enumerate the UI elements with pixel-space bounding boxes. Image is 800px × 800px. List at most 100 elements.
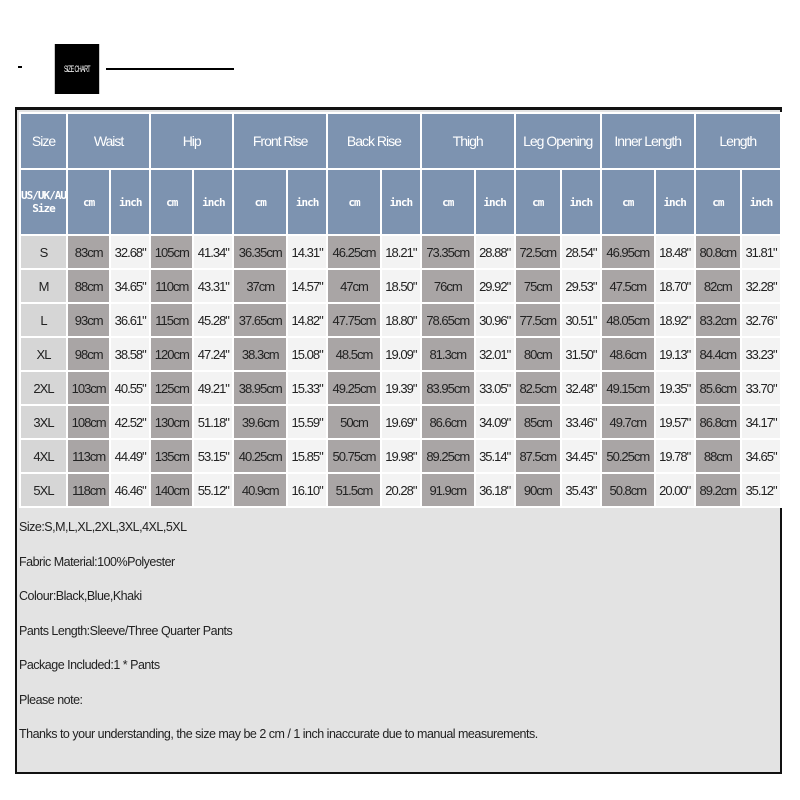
table-row: M 88cm 34.65" 110cm 43.31" 37cm 14.57" 47cm 18.5… bbox=[19, 268, 782, 304]
unit-cm-header: cm bbox=[419, 168, 476, 236]
cm-cell: 48.5cm bbox=[326, 336, 382, 372]
cm-cell: 80cm bbox=[513, 336, 563, 372]
cm-cell: 47cm bbox=[326, 268, 382, 304]
inch-cell: 31.50" bbox=[560, 336, 602, 372]
cm-cell: 39.6cm bbox=[232, 404, 289, 440]
inch-cell: 29.92" bbox=[473, 268, 516, 304]
size-chart-banner: SIZE CHART bbox=[18, 38, 238, 94]
column-header: Waist bbox=[65, 112, 152, 170]
inch-cell: 15.85" bbox=[286, 438, 329, 474]
cm-cell: 50.75cm bbox=[326, 438, 382, 474]
column-header: Thigh bbox=[419, 112, 516, 170]
unit-cm-header: cm bbox=[693, 168, 743, 236]
table-row: L 93cm 36.61" 115cm 45.28" 37.65cm 14.82" 47.75… bbox=[19, 302, 782, 338]
cm-cell: 73.35cm bbox=[419, 234, 476, 270]
cm-cell: 105cm bbox=[149, 234, 195, 270]
inch-cell: 34.65" bbox=[740, 438, 782, 474]
unit-cm-header: cm bbox=[65, 168, 112, 236]
cm-cell: 50.25cm bbox=[599, 438, 656, 474]
size-table: Size Waist Hip Front Rise Back Rise Thigh Leg … bbox=[19, 112, 783, 508]
inch-cell: 18.48" bbox=[653, 234, 696, 270]
inch-cell: 35.12" bbox=[740, 472, 782, 508]
inch-cell: 34.45" bbox=[560, 438, 602, 474]
inch-cell: 34.17" bbox=[740, 404, 782, 440]
inch-cell: 31.81" bbox=[740, 234, 782, 270]
unit-inch-header: inch bbox=[740, 168, 782, 236]
size-cell: 2XL bbox=[19, 370, 68, 406]
inch-cell: 14.57" bbox=[286, 268, 329, 304]
note-line: Thanks to your understanding, the size m… bbox=[19, 727, 538, 741]
cm-cell: 48.05cm bbox=[599, 302, 656, 338]
inch-cell: 33.23" bbox=[740, 336, 782, 372]
cm-cell: 37cm bbox=[232, 268, 289, 304]
inch-cell: 19.09" bbox=[379, 336, 422, 372]
cm-cell: 81.3cm bbox=[419, 336, 476, 372]
unit-inch-header: inch bbox=[379, 168, 422, 236]
unit-cm-header: cm bbox=[326, 168, 382, 236]
inch-cell: 36.18" bbox=[473, 472, 516, 508]
cm-cell: 86.8cm bbox=[693, 404, 743, 440]
inch-cell: 14.82" bbox=[286, 302, 329, 338]
cm-cell: 50cm bbox=[326, 404, 382, 440]
cm-cell: 37.65cm bbox=[232, 302, 289, 338]
inch-cell: 19.98" bbox=[379, 438, 422, 474]
column-header: Size bbox=[19, 112, 68, 170]
note-line: Size:S,M,L,XL,2XL,3XL,4XL,5XL bbox=[19, 520, 187, 534]
cm-cell: 83cm bbox=[65, 234, 112, 270]
header-row: Size Waist Hip Front Rise Back Rise Thigh Leg … bbox=[19, 112, 783, 170]
inch-cell: 41.34" bbox=[192, 234, 235, 270]
size-cell: S bbox=[19, 234, 68, 270]
cm-cell: 82.5cm bbox=[513, 370, 563, 406]
inch-cell: 18.70" bbox=[653, 268, 696, 304]
unit-inch-header: inch bbox=[653, 168, 696, 236]
unit-row: US/UK/AU Size cm inch cm inch cm inch cm inch cm i… bbox=[19, 168, 782, 236]
inch-cell: 15.08" bbox=[286, 336, 329, 372]
inch-cell: 43.31" bbox=[192, 268, 235, 304]
cm-cell: 77.5cm bbox=[513, 302, 563, 338]
banner-dash bbox=[18, 66, 22, 68]
unit-inch-header: inch bbox=[192, 168, 235, 236]
inch-cell: 16.10" bbox=[286, 472, 329, 508]
unit-inch-header: inch bbox=[560, 168, 602, 236]
inch-cell: 32.28" bbox=[740, 268, 782, 304]
size-standard-label: US/UK/AU Size bbox=[19, 168, 68, 236]
cm-cell: 103cm bbox=[65, 370, 112, 406]
inch-cell: 46.46" bbox=[109, 472, 152, 508]
cm-cell: 115cm bbox=[149, 302, 195, 338]
cm-cell: 46.25cm bbox=[326, 234, 382, 270]
unit-cm-header: cm bbox=[149, 168, 195, 236]
table-row: XL 98cm 38.58" 120cm 47.24" 38.3cm 15.08" 48.5c… bbox=[19, 336, 782, 372]
inch-cell: 55.12" bbox=[192, 472, 235, 508]
cm-cell: 118cm bbox=[65, 472, 112, 508]
inch-cell: 14.31" bbox=[286, 234, 329, 270]
inch-cell: 49.21" bbox=[192, 370, 235, 406]
inch-cell: 35.43" bbox=[560, 472, 602, 508]
cm-cell: 140cm bbox=[149, 472, 195, 508]
inch-cell: 34.65" bbox=[109, 268, 152, 304]
inch-cell: 15.33" bbox=[286, 370, 329, 406]
inch-cell: 30.51" bbox=[560, 302, 602, 338]
cm-cell: 47.5cm bbox=[599, 268, 656, 304]
cm-cell: 85cm bbox=[513, 404, 563, 440]
cm-cell: 83.2cm bbox=[693, 302, 743, 338]
size-cell: 4XL bbox=[19, 438, 68, 474]
inch-cell: 18.80" bbox=[379, 302, 422, 338]
cm-cell: 93cm bbox=[65, 302, 112, 338]
inch-cell: 29.53" bbox=[560, 268, 602, 304]
size-cell: M bbox=[19, 268, 68, 304]
inch-cell: 30.96" bbox=[473, 302, 516, 338]
inch-cell: 33.46" bbox=[560, 404, 602, 440]
cm-cell: 38.3cm bbox=[232, 336, 289, 372]
cm-cell: 89.25cm bbox=[419, 438, 476, 474]
cm-cell: 75cm bbox=[513, 268, 563, 304]
cm-cell: 49.25cm bbox=[326, 370, 382, 406]
cm-cell: 76cm bbox=[419, 268, 476, 304]
cm-cell: 130cm bbox=[149, 404, 195, 440]
size-chart-frame: Size Waist Hip Front Rise Back Rise Thigh Leg … bbox=[15, 107, 783, 774]
inch-cell: 32.01" bbox=[473, 336, 516, 372]
inch-cell: 36.61" bbox=[109, 302, 152, 338]
cm-cell: 110cm bbox=[149, 268, 195, 304]
inch-cell: 19.57" bbox=[653, 404, 696, 440]
inch-cell: 32.48" bbox=[560, 370, 602, 406]
cm-cell: 88cm bbox=[693, 438, 743, 474]
